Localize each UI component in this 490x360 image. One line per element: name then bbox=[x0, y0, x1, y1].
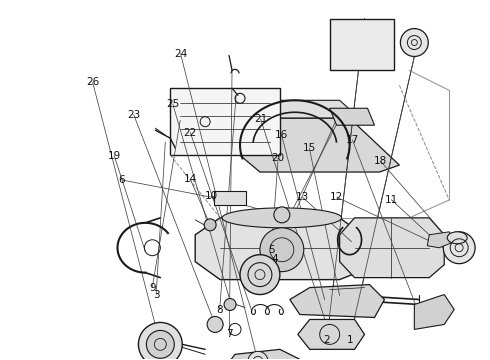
Circle shape bbox=[240, 255, 280, 294]
Text: 10: 10 bbox=[205, 191, 219, 201]
FancyBboxPatch shape bbox=[330, 19, 394, 71]
Text: 14: 14 bbox=[184, 174, 197, 184]
Text: 17: 17 bbox=[346, 135, 359, 145]
Polygon shape bbox=[225, 349, 300, 360]
Circle shape bbox=[204, 219, 216, 231]
Text: 9: 9 bbox=[149, 283, 155, 293]
Text: 3: 3 bbox=[153, 290, 159, 300]
Text: 6: 6 bbox=[119, 175, 125, 185]
FancyBboxPatch shape bbox=[214, 191, 246, 205]
Polygon shape bbox=[340, 218, 444, 278]
Text: 8: 8 bbox=[216, 305, 223, 315]
Text: 22: 22 bbox=[184, 128, 197, 138]
Polygon shape bbox=[171, 88, 280, 155]
Circle shape bbox=[274, 207, 290, 223]
Polygon shape bbox=[415, 294, 454, 329]
Text: 25: 25 bbox=[166, 99, 179, 109]
Polygon shape bbox=[210, 118, 399, 172]
Text: 5: 5 bbox=[269, 245, 275, 255]
Text: 4: 4 bbox=[271, 254, 278, 264]
Polygon shape bbox=[298, 319, 365, 349]
Text: 12: 12 bbox=[330, 192, 343, 202]
Polygon shape bbox=[330, 108, 374, 125]
Text: 16: 16 bbox=[275, 130, 288, 140]
Text: 23: 23 bbox=[127, 110, 140, 120]
Text: 11: 11 bbox=[385, 195, 398, 205]
Text: 19: 19 bbox=[108, 150, 121, 161]
Polygon shape bbox=[427, 232, 454, 248]
Circle shape bbox=[400, 28, 428, 57]
Circle shape bbox=[224, 298, 236, 310]
Ellipse shape bbox=[447, 232, 467, 244]
Text: 18: 18 bbox=[374, 156, 387, 166]
Text: 20: 20 bbox=[271, 153, 285, 163]
Text: 1: 1 bbox=[346, 334, 353, 345]
Text: 24: 24 bbox=[174, 49, 187, 59]
Circle shape bbox=[260, 228, 304, 272]
Text: 15: 15 bbox=[303, 143, 316, 153]
Circle shape bbox=[248, 351, 268, 360]
Text: 21: 21 bbox=[254, 114, 267, 124]
Ellipse shape bbox=[222, 208, 342, 228]
Circle shape bbox=[443, 232, 475, 264]
Circle shape bbox=[138, 323, 182, 360]
Polygon shape bbox=[195, 218, 369, 280]
Text: 2: 2 bbox=[324, 334, 330, 345]
Circle shape bbox=[207, 316, 223, 332]
Polygon shape bbox=[290, 285, 385, 318]
Polygon shape bbox=[220, 100, 360, 118]
Text: 7: 7 bbox=[226, 329, 233, 339]
Circle shape bbox=[147, 330, 174, 358]
Text: 26: 26 bbox=[86, 77, 99, 87]
Text: 13: 13 bbox=[296, 192, 309, 202]
